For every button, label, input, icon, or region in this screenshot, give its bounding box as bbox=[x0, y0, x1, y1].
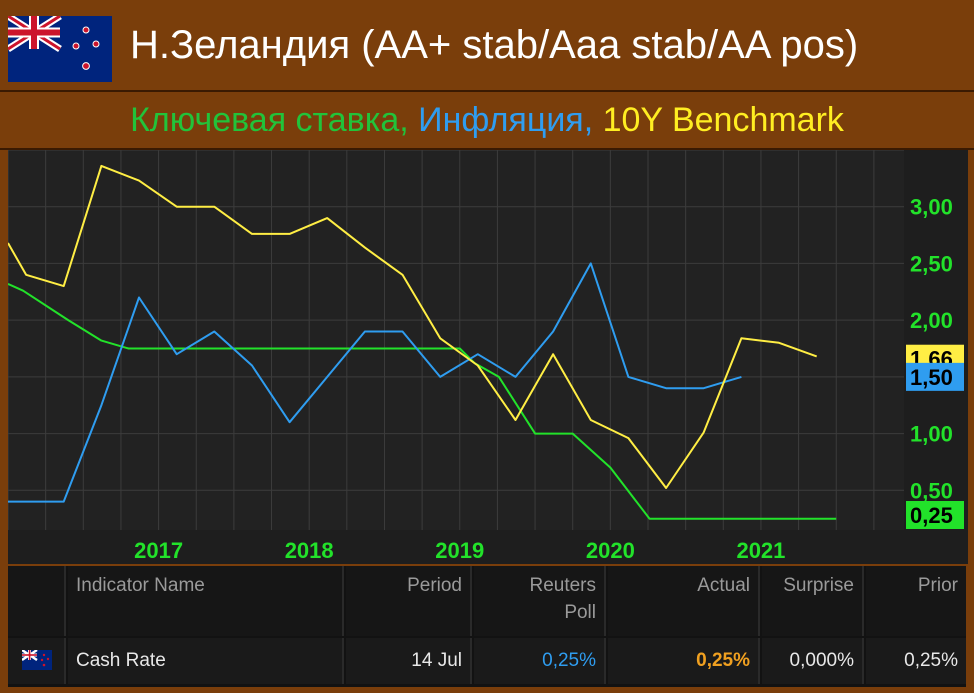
row-flag-cell bbox=[8, 638, 66, 684]
last-value-badge bbox=[906, 501, 964, 529]
cell-reuters-poll: 0,25% bbox=[474, 638, 606, 684]
y-tick-label: 2,00 bbox=[910, 308, 953, 333]
cell-surprise: 0,000% bbox=[762, 638, 864, 684]
y-tick-label: 1,00 bbox=[910, 422, 953, 447]
title-bar: Н.Зеландия (AA+ stab/Aaa stab/AA pos) bbox=[0, 0, 974, 92]
indicator-table: Indicator Name Period Reuters Poll Actua… bbox=[8, 566, 966, 687]
header-flag-cell bbox=[8, 566, 66, 636]
last-value-text: 0,25 bbox=[910, 503, 953, 528]
cell-indicator-name: Cash Rate bbox=[68, 638, 344, 684]
line-chart: 2017 2018 2019 2020 2021 0,50 1,00 2,00 2,50 3,00… bbox=[7, 149, 968, 564]
legend-inflation: Инфляция, bbox=[408, 101, 594, 139]
cell-actual: 0,25% bbox=[608, 638, 760, 684]
table-header-row: Indicator Name Period Reuters Poll Actua… bbox=[8, 566, 966, 636]
series-line-inflation bbox=[8, 262, 742, 503]
x-tick-label: 2017 bbox=[134, 538, 183, 563]
legend-policy-rate: Ключевая ставка, bbox=[130, 101, 409, 139]
x-tick-label: 2018 bbox=[285, 538, 334, 563]
header-actual: Actual bbox=[608, 566, 760, 636]
last-value-label-policy-rate: 0,25 bbox=[906, 501, 964, 529]
page-title: Н.Зеландия (AA+ stab/Aaa stab/AA pos) bbox=[130, 23, 859, 67]
series-legend-title: Ключевая ставка, Инфляция, 10Y Benchmark bbox=[0, 92, 974, 150]
header-surprise: Surprise bbox=[762, 566, 864, 636]
legend-benchmark: 10Y Benchmark bbox=[593, 101, 844, 139]
last-value-labels: 1,661,500,25 bbox=[906, 344, 964, 529]
y-tick-label: 0,50 bbox=[910, 478, 953, 503]
tick-labels: 2017 2018 2019 2020 2021 0,50 1,00 2,00 2,50 3,00 bbox=[134, 195, 953, 563]
header-reuters-poll: Reuters Poll bbox=[474, 566, 606, 636]
header-period: Period bbox=[346, 566, 472, 636]
new-zealand-flag-icon bbox=[8, 16, 112, 82]
new-zealand-flag-icon bbox=[22, 650, 52, 670]
last-value-text: 1,50 bbox=[910, 365, 953, 390]
cell-period: 14 Jul bbox=[346, 638, 472, 684]
header-prior: Prior bbox=[866, 566, 966, 636]
header-reuters-poll-line1: Reuters bbox=[529, 575, 596, 596]
last-value-label-inflation: 1,50 bbox=[906, 362, 964, 391]
x-tick-label: 2019 bbox=[435, 538, 484, 563]
x-tick-label: 2021 bbox=[736, 538, 785, 563]
y-tick-label: 2,50 bbox=[910, 251, 953, 276]
cell-prior: 0,25% bbox=[866, 638, 966, 684]
series bbox=[7, 164, 837, 520]
header-reuters-poll-line2: Poll bbox=[564, 602, 596, 623]
table-row[interactable]: Cash Rate 14 Jul 0,25% 0,25% 0,000% 0,25… bbox=[8, 638, 966, 684]
last-value-badge bbox=[906, 362, 964, 391]
chart: 2017 2018 2019 2020 2021 0,50 1,00 2,00 2,50 3,00… bbox=[7, 149, 968, 564]
x-tick-label: 2020 bbox=[586, 538, 635, 563]
series-line-benchmark bbox=[7, 164, 818, 489]
y-tick-label: 3,00 bbox=[910, 195, 953, 220]
header-indicator-name: Indicator Name bbox=[68, 566, 344, 636]
series-line-policy-rate bbox=[7, 282, 837, 520]
